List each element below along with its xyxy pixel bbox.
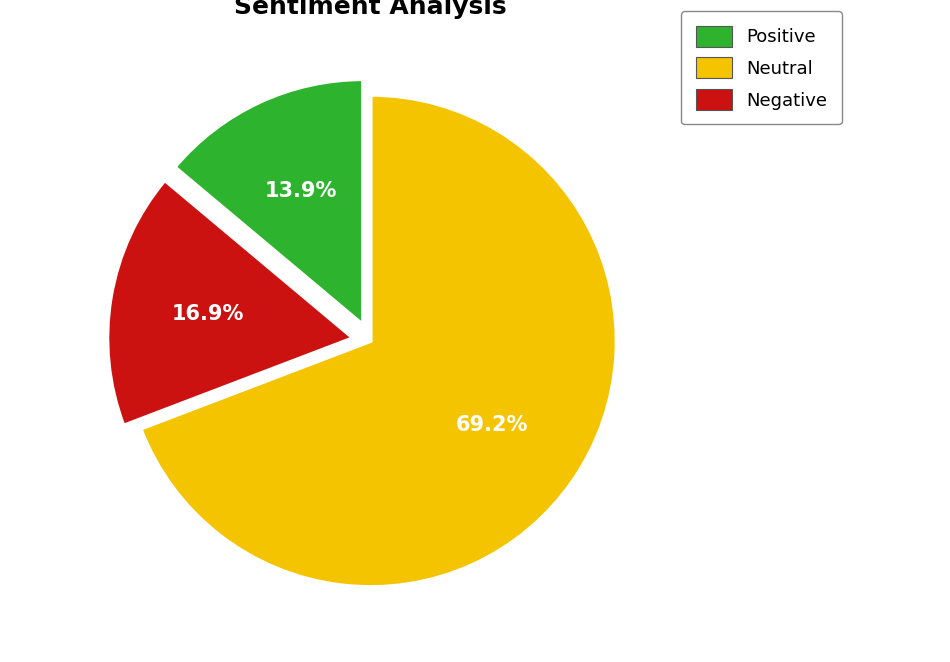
Wedge shape	[141, 95, 617, 587]
Wedge shape	[107, 180, 353, 426]
Text: 13.9%: 13.9%	[264, 181, 337, 201]
Legend: Positive, Neutral, Negative: Positive, Neutral, Negative	[681, 11, 842, 124]
Title: Sentiment Analysis: Sentiment Analysis	[235, 0, 506, 19]
Text: 16.9%: 16.9%	[172, 304, 244, 324]
Wedge shape	[175, 79, 363, 325]
Text: 69.2%: 69.2%	[456, 415, 528, 435]
